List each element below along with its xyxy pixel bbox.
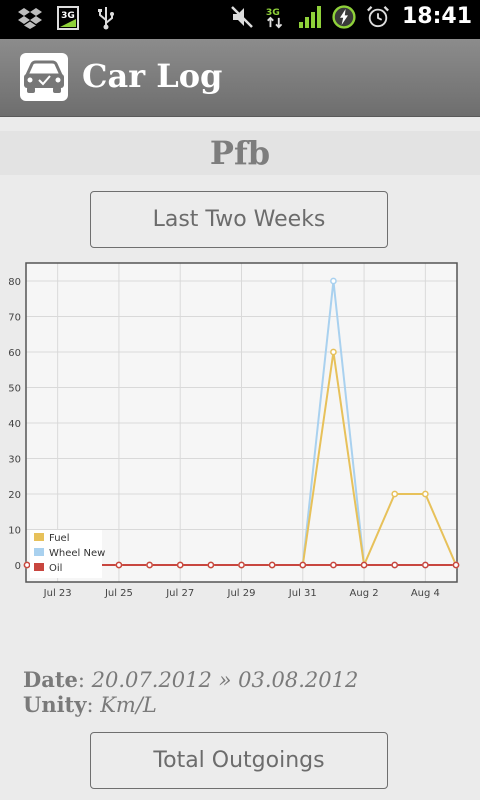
3g-data-icon: 3G [264, 5, 288, 29]
status-bar-left: 3G [18, 6, 118, 30]
data-point [207, 561, 215, 569]
svg-text:3G: 3G [266, 7, 280, 18]
car-icon [24, 60, 64, 93]
app-icon[interactable] [20, 53, 68, 101]
unity-value: Km/L [100, 693, 157, 717]
dropbox-icon [18, 6, 42, 30]
unity-row: Unity: Km/L [23, 692, 157, 717]
data-point [238, 561, 245, 569]
data-point [299, 561, 307, 569]
legend-label: Oil [49, 563, 62, 574]
legend-swatch [34, 548, 44, 556]
x-tick-label: Jul 23 [43, 588, 72, 599]
battery-charging-icon [332, 4, 356, 29]
x-tick-label: Jul 27 [165, 588, 194, 599]
data-point [452, 561, 460, 569]
status-bar-right: 3G 18:41 [230, 4, 472, 29]
line-chart: 0 10 20 30 40 50 60 70 80 Jul 23 Jul 25 Jul 27 Jul 2… [8, 262, 460, 599]
x-tick-label: Aug 2 [350, 588, 379, 599]
app-title: Car Log [82, 57, 223, 95]
vehicle-name: Pfb [0, 131, 480, 175]
sim-3g-icon: 3G [56, 6, 80, 30]
y-tick-label: 30 [8, 455, 21, 466]
data-point [330, 277, 337, 285]
date-row: Date: 20.07.2012 » 03.08.2012 [23, 667, 358, 692]
svg-text:3G: 3G [61, 11, 75, 21]
clock: 18:41 [401, 4, 472, 29]
legend-label: Wheel New [49, 548, 105, 559]
plot-frame [25, 262, 458, 583]
y-tick-label: 70 [8, 313, 21, 324]
period-button[interactable]: Last Two Weeks [90, 191, 388, 248]
y-tick-label: 80 [8, 277, 21, 288]
date-colon: : [77, 668, 92, 692]
data-point [391, 561, 399, 569]
usb-icon [94, 6, 118, 30]
data-point [422, 561, 429, 569]
data-point [176, 561, 184, 569]
data-point [422, 490, 429, 498]
unity-label: Unity [23, 692, 87, 717]
app-bar: Car Log [0, 39, 480, 117]
legend-swatch [34, 563, 44, 571]
x-tick-label: Jul 29 [227, 588, 256, 599]
data-point [146, 561, 153, 569]
total-outgoings-button[interactable]: Total Outgoings [90, 732, 388, 789]
alarm-icon [366, 5, 390, 29]
y-tick-label: 10 [8, 526, 21, 537]
data-point [330, 348, 337, 356]
data-point [360, 561, 368, 569]
chart: 0 10 20 30 40 50 60 70 80 Jul 23 Jul 25 Jul 27 Jul 2… [0, 255, 480, 605]
status-bar: 3G 3G [0, 0, 480, 39]
data-point [391, 490, 399, 498]
data-point [330, 561, 337, 569]
mute-icon [230, 5, 254, 29]
x-tick-label: Jul 25 [104, 588, 133, 599]
unity-colon: : [86, 693, 101, 717]
data-point [115, 561, 123, 569]
data-point [23, 561, 31, 569]
y-tick-label: 40 [8, 419, 21, 430]
signal-icon [298, 5, 322, 29]
legend-swatch [34, 533, 44, 541]
date-value: 20.07.2012 » 03.08.2012 [91, 668, 359, 692]
y-tick-label: 20 [8, 490, 21, 501]
x-tick-label: Aug 4 [411, 588, 440, 599]
date-label: Date [23, 667, 78, 692]
y-tick-label: 50 [8, 384, 21, 395]
y-tick-label: 60 [8, 348, 21, 359]
data-point [268, 561, 276, 569]
legend-label: Fuel [49, 533, 69, 544]
y-tick-label: 0 [15, 561, 21, 572]
x-tick-label: Jul 31 [288, 588, 317, 599]
